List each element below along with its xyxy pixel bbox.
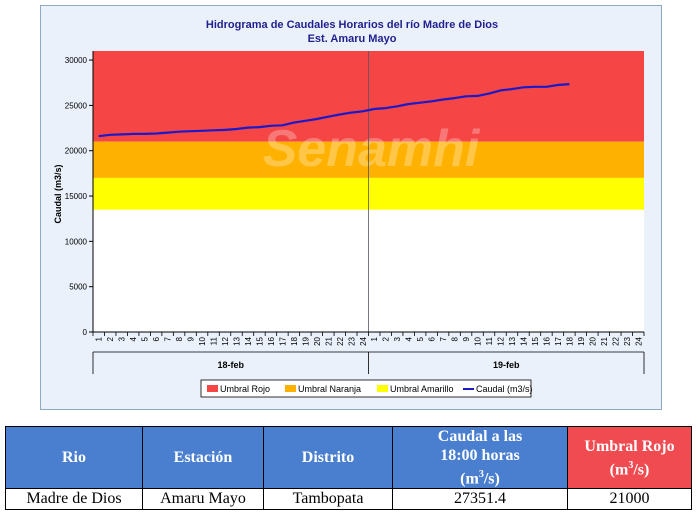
legend-entry: Umbral Naranja [298,384,361,394]
header-caudal-unit-end: /s) [483,470,500,488]
x-tick-label: 13 [508,336,517,345]
y-tick-label: 15000 [65,192,88,201]
x-tick-label: 11 [485,336,494,345]
x-tick-label: 23 [347,336,356,345]
header-caudal-line2: 18:00 horas [440,447,520,464]
cell-umbral: 21000 [567,488,692,511]
header-rio: Rio [5,425,143,490]
x-tick-label: 23 [623,336,632,345]
y-tick-label: 0 [83,328,88,337]
y-tick-label: 10000 [65,237,88,246]
y-tick-label: 5000 [69,283,87,292]
x-tick-label: 9 [187,336,196,341]
header-caudal-unit-sup: 3 [478,469,484,480]
cell-rio: Madre de Dios [5,488,143,511]
x-tick-label: 24 [359,336,368,345]
x-tick-label: 17 [278,336,287,345]
y-axis-label: Caudal (m3/s) [53,164,63,223]
x-tick-label: 14 [519,336,528,345]
x-tick-label: 15 [255,336,264,345]
x-tick-label: 5 [416,336,425,341]
header-umbral-unit-sup: 3 [628,459,634,471]
x-tick-label: 1 [370,336,379,341]
hydrograph-chart: Hidrograma de Caudales Horarios del río … [53,19,645,398]
legend-swatch [285,385,296,392]
chart-title: Hidrograma de Caudales Horarios del río … [206,19,498,31]
x-tick-label: 24 [634,336,643,345]
x-tick-label: 13 [232,336,241,345]
header-estacion: Estación [142,425,264,490]
x-tick-label: 22 [336,336,345,345]
x-tick-label: 1 [95,336,104,341]
legend-entry: Umbral Rojo [220,384,270,394]
legend-entry: Umbral Amarillo [390,384,454,394]
x-tick-label: 3 [393,336,402,341]
x-tick-label: 8 [451,336,460,341]
x-tick-label: 6 [152,336,161,341]
x-tick-label: 10 [198,336,207,345]
x-tick-label: 7 [164,336,173,341]
header-umbral-line1: Umbral Rojo [584,437,675,455]
legend-entry: Caudal (m3/s) [476,384,533,394]
x-tick-label: 21 [324,336,333,345]
x-tick-label: 19 [577,336,586,345]
series-line-caudal [98,83,570,138]
x-tick-label: 5 [141,336,150,341]
x-tick-label: 4 [129,336,138,341]
x-tick-label: 16 [542,336,551,345]
day-label: 19-feb [493,360,520,370]
chart-subtitle: Est. Amaru Mayo [308,33,397,45]
x-tick-label: 8 [175,336,184,341]
header-umbral-unit: (m [609,460,629,478]
cell-estacion: Amaru Mayo [142,488,264,511]
y-tick-label: 25000 [65,101,88,110]
x-tick-label: 21 [600,336,609,345]
header-caudal-unit: (m [460,470,479,488]
x-tick-label: 9 [462,336,471,341]
table-row: Madre de Dios Amaru Mayo Tambopata 27351… [5,488,692,511]
x-tick-label: 12 [497,336,506,345]
legend-swatch [377,385,388,392]
x-tick-label: 19 [301,336,310,345]
x-tick-label: 3 [118,336,127,341]
cell-caudal: 27351.4 [392,488,568,511]
x-tick-label: 4 [405,336,414,341]
cell-distrito: Tambopata [263,488,393,511]
x-tick-label: 20 [588,336,597,345]
x-tick-label: 11 [210,336,219,345]
x-tick-label: 7 [439,336,448,341]
x-tick-label: 6 [428,336,437,341]
table-header-row: Rio Estación Distrito Caudal a las 18:00… [5,425,692,490]
station-table: Rio Estación Distrito Caudal a las 18:00… [5,425,692,511]
x-tick-label: 18 [290,336,299,345]
x-tick-label: 10 [474,336,483,345]
chart-panel: Hidrograma de Caudales Horarios del río … [40,5,662,410]
header-umbral: Umbral Rojo (m3/s) [567,425,692,490]
x-tick-label: 2 [106,336,115,341]
x-tick-label: 16 [267,336,276,345]
day-label: 18-feb [217,360,244,370]
y-tick-label: 20000 [65,147,88,156]
legend-swatch [207,385,218,392]
x-tick-label: 14 [244,336,253,345]
header-caudal-line1: Caudal a las [437,428,523,445]
watermark-text: Senamhi [263,120,481,178]
x-tick-label: 22 [611,336,620,345]
x-tick-label: 15 [531,336,540,345]
header-caudal: Caudal a las 18:00 horas (m3/s) [392,425,568,490]
x-tick-label: 12 [221,336,230,345]
header-umbral-unit-end: /s) [633,460,650,478]
x-tick-label: 20 [313,336,322,345]
x-tick-label: 17 [554,336,563,345]
legend-box [200,379,532,398]
x-tick-label: 2 [382,336,391,341]
header-distrito: Distrito [263,425,393,490]
x-tick-label: 18 [565,336,574,345]
y-tick-label: 30000 [65,56,88,65]
